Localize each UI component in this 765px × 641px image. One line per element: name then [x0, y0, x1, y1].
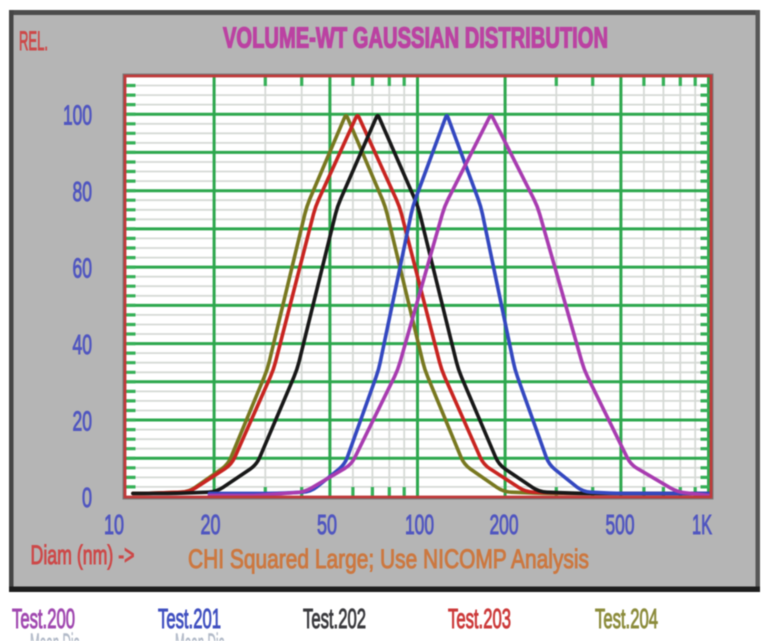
svg-text:CHI Squared Large; Use NICOMP: CHI Squared Large; Use NICOMP Analysis: [188, 544, 589, 574]
svg-text:40: 40: [73, 329, 93, 360]
svg-text:20: 20: [201, 509, 221, 540]
svg-text:10: 10: [104, 509, 124, 540]
svg-text:Test.200: Test.200: [12, 603, 75, 634]
svg-text:100: 100: [405, 509, 434, 540]
svg-text:Test.202: Test.202: [303, 603, 366, 634]
svg-text:Mean Dia: Mean Dia: [30, 628, 80, 641]
svg-text:VOLUME-WT GAUSSIAN DISTRIBUTIO: VOLUME-WT GAUSSIAN DISTRIBUTION: [223, 23, 608, 55]
svg-text:Test.204: Test.204: [595, 603, 658, 634]
svg-text:60: 60: [73, 253, 93, 284]
svg-text:80: 80: [73, 176, 93, 207]
svg-text:0: 0: [82, 482, 92, 513]
svg-text:20: 20: [73, 406, 93, 437]
svg-text:Diam (nm) ->: Diam (nm) ->: [31, 540, 135, 570]
svg-text:Test.203: Test.203: [448, 603, 511, 634]
svg-text:1K: 1K: [692, 509, 712, 540]
svg-text:500: 500: [606, 509, 635, 540]
svg-text:REL.: REL.: [19, 26, 48, 56]
svg-text:50: 50: [317, 509, 337, 540]
svg-text:200: 200: [490, 509, 519, 540]
svg-text:Mean Dia: Mean Dia: [175, 628, 225, 641]
svg-text:Test.201: Test.201: [158, 603, 221, 634]
svg-text:100: 100: [63, 100, 92, 131]
